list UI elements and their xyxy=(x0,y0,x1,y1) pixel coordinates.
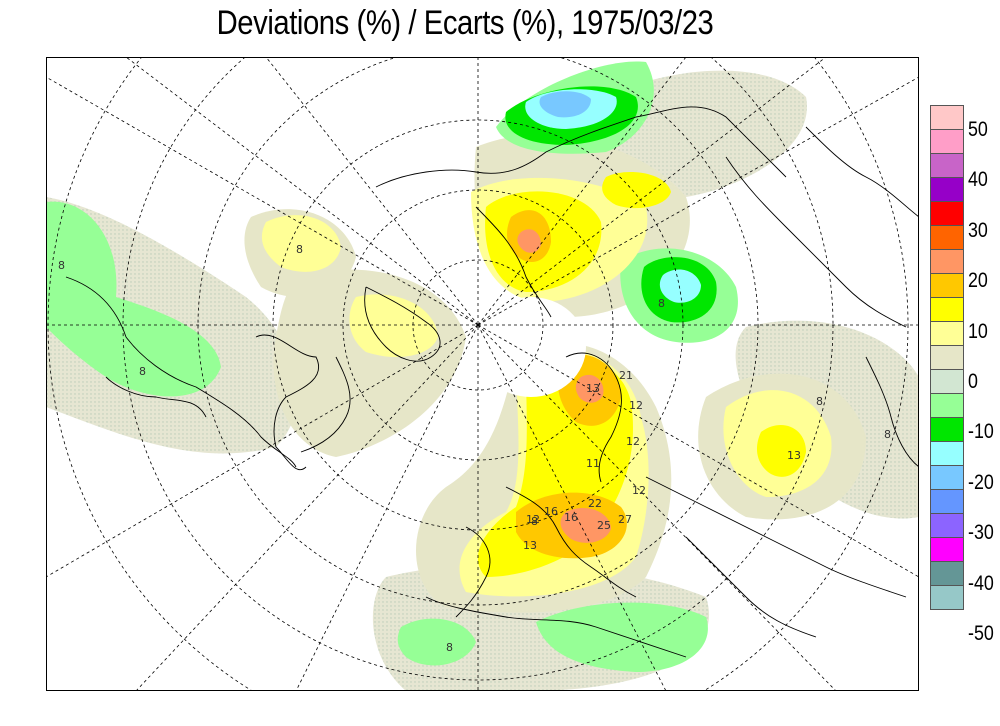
legend-swatch xyxy=(930,393,964,418)
legend-swatch xyxy=(930,105,964,130)
legend-swatch xyxy=(930,225,964,250)
legend-label: 50 xyxy=(968,118,988,141)
contour-label: 16 xyxy=(544,505,558,518)
polar-data-gap xyxy=(476,297,586,397)
legend-label: -50 xyxy=(968,622,994,645)
legend-label: 30 xyxy=(968,218,988,242)
contour-label: 13 xyxy=(787,449,801,462)
coastlines xyxy=(65,106,919,658)
legend-swatch xyxy=(930,177,964,202)
legend-swatch xyxy=(930,249,964,274)
contour-label: 8 xyxy=(58,259,65,272)
legend-swatch xyxy=(930,417,964,442)
legend-label: 0 xyxy=(968,370,978,393)
contour-label: 16 xyxy=(564,511,578,524)
contour-label: 12 xyxy=(626,435,640,448)
legend-swatch xyxy=(930,129,964,154)
graticule xyxy=(46,57,919,691)
contour-label: 22 xyxy=(588,497,602,510)
legend-label: 40 xyxy=(968,168,988,192)
contour-label: 11 xyxy=(586,457,600,470)
legend-swatch xyxy=(930,153,964,178)
legend-swatch xyxy=(930,537,964,562)
contour-label: 12 xyxy=(629,399,643,412)
contour-label: 13 xyxy=(523,539,537,552)
map-frame xyxy=(46,57,919,691)
legend-swatch xyxy=(930,273,964,298)
legend-label: 20 xyxy=(968,269,988,293)
contour-labels: 8 8 8 8 8 8 8 13 21 12 12 11 12 16 22 25… xyxy=(58,243,891,654)
deviation-map: 8 8 8 8 8 8 8 13 21 12 12 11 12 16 22 25… xyxy=(46,57,919,691)
contour-label: 25 xyxy=(597,519,611,532)
contour-label: 21 xyxy=(619,369,633,382)
contour-label: 8 xyxy=(531,515,538,528)
legend-swatch xyxy=(930,465,964,490)
legend-label: -30 xyxy=(968,521,994,545)
legend-swatch xyxy=(930,297,964,322)
color-legend xyxy=(930,105,964,610)
legend-swatch xyxy=(930,585,964,610)
contour-label: 8 xyxy=(446,641,453,654)
contour-label: 12 xyxy=(632,484,646,497)
very-strong-negative-regions xyxy=(525,89,701,303)
contour-label: 12 xyxy=(526,513,540,526)
legend-label: -10 xyxy=(968,420,994,444)
legend-swatch xyxy=(930,201,964,226)
contour-label: 27 xyxy=(618,513,632,526)
legend-swatch xyxy=(930,489,964,514)
legend-swatch xyxy=(930,561,964,586)
contour-label: 8 xyxy=(816,395,823,408)
contour-label: 8 xyxy=(884,428,891,441)
legend-label: -20 xyxy=(968,470,994,494)
legend-label: 10 xyxy=(968,319,988,343)
contour-label: 8 xyxy=(139,365,146,378)
contour-label: 8 xyxy=(296,243,303,256)
legend-swatch xyxy=(930,369,964,394)
legend-swatch xyxy=(930,345,964,370)
contour-label: 8 xyxy=(658,297,665,310)
map-title: Deviations (%) / Ecarts (%), 1975/03/23 xyxy=(216,4,714,42)
legend-swatch xyxy=(930,441,964,466)
legend-swatch xyxy=(930,513,964,538)
legend-swatch xyxy=(930,321,964,346)
legend-label: -40 xyxy=(968,571,994,595)
contour-label: 13 xyxy=(586,382,600,395)
